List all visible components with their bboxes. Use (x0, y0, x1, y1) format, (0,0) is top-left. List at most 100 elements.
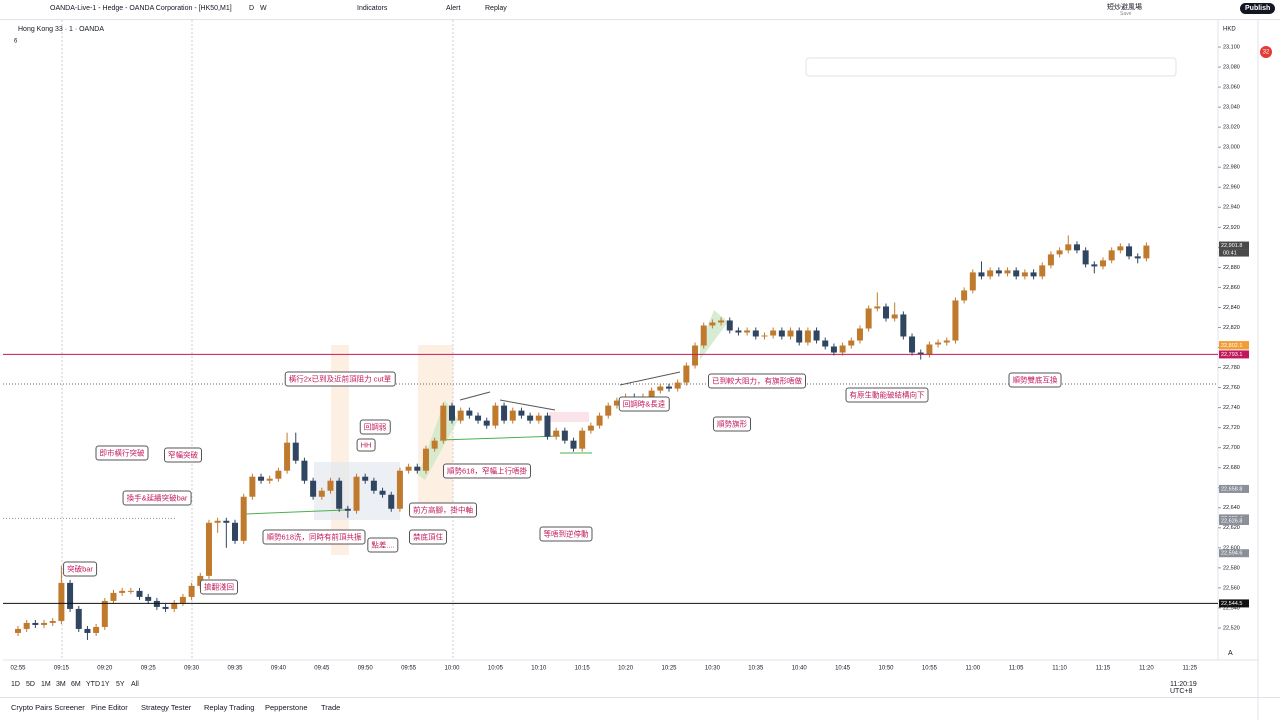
x-tick-label: 10:40 (792, 666, 808, 672)
candle-body (75, 608, 82, 629)
range-button[interactable]: 5D (26, 681, 35, 688)
candle-body (396, 470, 403, 509)
legend-title: Hong Kong 33 · 1 · OANDA (18, 26, 104, 33)
badge (1260, 46, 1272, 58)
range-button[interactable]: 1D (11, 681, 20, 688)
candle-body (249, 476, 256, 497)
candle-body (796, 330, 803, 343)
highlight-zone (549, 412, 589, 422)
tab[interactable]: Trade (321, 703, 341, 712)
x-tick-label: 09:50 (358, 666, 374, 672)
candle-body (1108, 250, 1115, 261)
candle-body (110, 592, 117, 601)
x-tick-label: 09:25 (141, 666, 157, 672)
tab[interactable]: Replay Trading (204, 703, 255, 712)
publish-button[interactable]: Publish (1240, 3, 1276, 14)
range-button[interactable]: 1Y (101, 681, 110, 688)
candle-body (544, 415, 551, 437)
candle-body (596, 415, 603, 426)
candle-body (535, 415, 542, 421)
y-tick-label: 22,640 (1223, 505, 1240, 511)
candle-body (648, 390, 655, 397)
candle-body (275, 470, 282, 479)
candle-body (388, 494, 395, 509)
range-button[interactable]: All (131, 681, 139, 688)
annotation: 等唔到逆停動 (539, 526, 593, 542)
candle-body (310, 480, 317, 497)
annotation: 回調弱 (359, 419, 391, 435)
auto-scale[interactable]: A (1228, 650, 1233, 657)
candle-body (492, 405, 499, 426)
candle-body (813, 330, 820, 341)
range-button[interactable]: 6M (71, 681, 81, 688)
symbol[interactable]: OANDA-Live-1 - Hedge - OANDA Corporation… (50, 5, 232, 12)
candle-body (961, 290, 968, 301)
range-button[interactable]: YTD (86, 681, 100, 688)
x-tick-label: 09:40 (271, 666, 287, 672)
candle-body (995, 270, 1002, 274)
range-button[interactable]: 1M (41, 681, 51, 688)
candle-body (292, 442, 299, 461)
annotation: 順勢618洗，同時有前頂共振 (262, 529, 366, 545)
price-tag (1219, 341, 1249, 350)
candle-body (1021, 272, 1028, 277)
candle-body (41, 622, 48, 625)
candle-body (318, 490, 325, 497)
range-button[interactable]: 5Y (116, 681, 125, 688)
price-tag (1219, 350, 1249, 359)
tab[interactable]: Crypto Pairs Screener (11, 703, 85, 712)
candle-body (1039, 265, 1046, 277)
save-button[interactable]: Save (1120, 11, 1132, 17)
y-tick-label: 22,620 (1223, 525, 1240, 531)
annotation: 已到較大阻力，有旗形唔做 (708, 373, 806, 389)
indicators-button[interactable]: Indicators (357, 5, 388, 12)
alert-button[interactable]: Alert (446, 5, 461, 12)
x-tick-label: 09:30 (184, 666, 200, 672)
range-button[interactable]: 3M (56, 681, 66, 688)
candle-body (15, 628, 21, 633)
price-tag (1219, 599, 1249, 608)
candle-body (900, 314, 907, 337)
candle-body (101, 600, 108, 627)
interval[interactable]: W (260, 5, 267, 12)
candle-body (969, 272, 976, 291)
annotation: 禁底頂住 (409, 529, 447, 545)
annotation: 回調時&長遠 (618, 396, 670, 412)
trend-line (459, 391, 491, 401)
annotation: 順勢雙底互換 (1008, 372, 1062, 388)
candle-body (405, 466, 412, 471)
candle-body (414, 466, 421, 471)
x-tick-label: 10:35 (748, 666, 764, 672)
candle-body (605, 405, 612, 416)
x-tick-label: 09:55 (401, 666, 417, 672)
candle-body (1073, 244, 1080, 251)
annotation: HH (356, 438, 376, 452)
candle-body (153, 600, 160, 607)
annotation: 換手&延續突破bar (122, 490, 192, 506)
candle-body (891, 314, 898, 319)
annotation: 順勢618，窄幅上行唔掛 (442, 463, 532, 479)
replay-button[interactable]: Replay (485, 5, 507, 12)
candle-body (735, 330, 742, 333)
tab[interactable]: Pine Editor (91, 703, 128, 712)
candle-body (93, 626, 100, 633)
y-tick-label: 22,760 (1223, 385, 1240, 391)
candle-body (883, 306, 889, 319)
y-tick-label: 22,780 (1223, 365, 1240, 371)
candle-body (284, 442, 291, 471)
y-tick-label: 23,080 (1223, 65, 1240, 71)
tab[interactable]: Pepperstone (265, 703, 308, 712)
candle-body (501, 405, 508, 421)
annotation: 橫行2x已到及近前頂阻力 cut單 (284, 371, 396, 387)
candle-body (232, 522, 238, 541)
candle-body (952, 300, 959, 341)
candle-body (370, 480, 377, 491)
tab[interactable]: Strategy Tester (141, 703, 192, 712)
candle-body (1143, 245, 1150, 259)
x-tick-label: 10:05 (488, 666, 504, 672)
layout-name[interactable]: 短炒避風場 (1107, 4, 1142, 11)
annotation: 前方高腳，掛中軸 (409, 502, 477, 518)
interval[interactable]: D (249, 5, 255, 12)
